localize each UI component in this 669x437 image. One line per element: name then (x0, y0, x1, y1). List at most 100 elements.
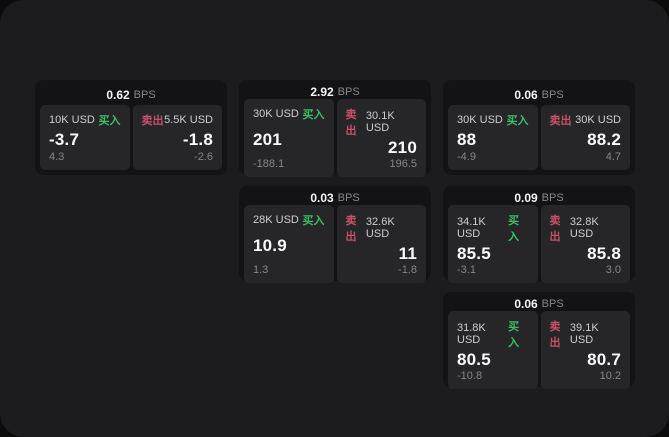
buy-quote-panel[interactable]: 30K USD 买入 88 -4.9 (448, 105, 538, 170)
buy-quote-panel[interactable]: 31.8K USD 买入 80.5 -10.8 (448, 311, 538, 389)
sell-delta: 3.0 (605, 264, 621, 276)
cards-grid: 0.62 BPS 10K USD 买入 -3.7 4.3 卖出 5.5K USD… (35, 80, 635, 389)
buy-panel-top: 31.8K USD 买入 (457, 318, 529, 350)
sell-panel-top: 卖出 5.5K USD (142, 112, 214, 128)
buy-delta: -10.8 (457, 370, 483, 382)
card-body: 30K USD 买入 88 -4.9 卖出 30K USD 88.2 4.7 (448, 105, 630, 170)
sell-price: 11 (398, 244, 417, 263)
sell-panel-top: 卖出 30.1K USD (346, 106, 418, 138)
buy-side-label: 买入 (508, 215, 520, 243)
sell-amount: 30.1K USD (365, 110, 395, 134)
sell-delta: 10.2 (599, 370, 621, 382)
sell-panel-top: 卖出 32.8K USD (550, 212, 622, 244)
buy-price: 10.9 (253, 236, 287, 255)
buy-amount: 28K USD (253, 214, 299, 226)
sell-delta: -2.6 (194, 151, 213, 163)
sell-quote-panel[interactable]: 卖出 30.1K USD 210 196.5 (336, 99, 426, 177)
sell-amount: 30K USD (575, 114, 621, 126)
sell-quote-panel[interactable]: 卖出 32.8K USD 85.8 3.0 (540, 205, 630, 283)
buy-price: 201 (253, 130, 282, 149)
bps-unit-label: BPS (541, 192, 564, 204)
buy-price: 85.5 (457, 244, 491, 263)
bps-unit-label: BPS (337, 86, 360, 98)
sell-quote-panel[interactable]: 卖出 5.5K USD -1.8 -2.6 (132, 105, 222, 170)
bps-value: 0.06 (514, 297, 538, 311)
card-body: 30K USD 买入 201 -188.1 卖出 30.1K USD 210 1… (244, 99, 426, 177)
sell-side-label: 卖出 (345, 215, 357, 243)
sell-price: -1.8 (182, 129, 213, 149)
sell-side-label: 卖出 (549, 215, 561, 243)
quote-card: 0.09 BPS 34.1K USD 买入 85.5 -3.1 卖出 32.8K… (443, 186, 635, 283)
buy-amount: 34.1K USD (457, 216, 486, 240)
sell-side-label: 卖出 (345, 109, 357, 137)
quote-card: 0.03 BPS 28K USD 买入 10.9 1.3 卖出 32.6K US… (239, 186, 431, 283)
sell-delta: -1.8 (398, 264, 417, 276)
buy-amount: 31.8K USD (457, 322, 486, 346)
sell-quote-panel[interactable]: 卖出 30K USD 88.2 4.7 (540, 105, 630, 170)
card-body: 10K USD 买入 -3.7 4.3 卖出 5.5K USD -1.8 -2.… (40, 105, 222, 170)
card-body: 34.1K USD 买入 85.5 -3.1 卖出 32.8K USD 85.8… (448, 205, 630, 283)
sell-amount: 5.5K USD (164, 114, 213, 126)
buy-panel-top: 30K USD 买入 (457, 112, 529, 128)
bps-unit-label: BPS (337, 192, 360, 204)
bps-unit-label: BPS (541, 298, 564, 310)
sell-delta: 4.7 (605, 151, 621, 163)
buy-side-label: 买入 (98, 115, 121, 127)
buy-delta: 1.3 (253, 264, 269, 276)
bps-value: 0.09 (514, 191, 538, 205)
card-header: 2.92 BPS (244, 85, 426, 99)
buy-side-label: 买入 (506, 115, 529, 127)
buy-quote-panel[interactable]: 10K USD 买入 -3.7 4.3 (40, 105, 130, 170)
sell-price: 88.2 (587, 129, 621, 149)
bps-unit-label: BPS (541, 89, 564, 101)
sell-delta: 196.5 (389, 158, 417, 170)
buy-quote-panel[interactable]: 28K USD 买入 10.9 1.3 (244, 205, 334, 283)
card-header: 0.62 BPS (40, 85, 222, 105)
bps-value: 2.92 (310, 85, 334, 99)
card-body: 31.8K USD 买入 80.5 -10.8 卖出 39.1K USD 80.… (448, 311, 630, 389)
buy-quote-panel[interactable]: 34.1K USD 买入 85.5 -3.1 (448, 205, 538, 283)
sell-panel-top: 卖出 30K USD (550, 112, 622, 128)
card-header: 0.06 BPS (448, 85, 630, 105)
buy-delta: 4.3 (49, 151, 65, 163)
buy-panel-top: 10K USD 买入 (49, 112, 121, 128)
buy-amount: 30K USD (253, 108, 299, 120)
sell-side-label: 卖出 (141, 115, 164, 127)
buy-panel-top: 30K USD 买入 (253, 106, 325, 122)
buy-delta: -188.1 (253, 158, 285, 170)
buy-panel-top: 34.1K USD 买入 (457, 212, 529, 244)
card-header: 0.03 BPS (244, 191, 426, 205)
bps-value: 0.06 (514, 88, 538, 102)
card-header: 0.06 BPS (448, 297, 630, 311)
buy-side-label: 买入 (302, 215, 325, 227)
quote-card: 0.06 BPS 31.8K USD 买入 80.5 -10.8 卖出 39.1… (443, 292, 635, 389)
bps-value: 0.62 (106, 88, 130, 102)
buy-side-label: 买入 (302, 109, 325, 121)
card-body: 28K USD 买入 10.9 1.3 卖出 32.6K USD 11 -1.8 (244, 205, 426, 283)
sell-amount: 32.8K USD (569, 216, 599, 240)
quote-card: 0.06 BPS 30K USD 买入 88 -4.9 卖出 30K USD 8… (443, 80, 635, 175)
sell-price: 210 (388, 138, 417, 157)
sell-panel-top: 卖出 32.6K USD (346, 212, 418, 244)
buy-price: -3.7 (49, 129, 80, 149)
quote-card: 2.92 BPS 30K USD 买入 201 -188.1 卖出 30.1K … (239, 80, 431, 177)
sell-price: 80.7 (587, 350, 621, 369)
sell-price: 85.8 (587, 244, 621, 263)
buy-amount: 30K USD (457, 114, 503, 126)
bps-unit-label: BPS (133, 89, 156, 101)
sell-amount: 32.6K USD (365, 216, 395, 240)
sell-quote-panel[interactable]: 卖出 39.1K USD 80.7 10.2 (540, 311, 630, 389)
sell-panel-top: 卖出 39.1K USD (550, 318, 622, 350)
buy-amount: 10K USD (49, 114, 95, 126)
buy-delta: -4.9 (457, 151, 476, 163)
sell-amount: 39.1K USD (569, 322, 599, 346)
buy-delta: -3.1 (457, 264, 476, 276)
buy-side-label: 买入 (508, 321, 520, 349)
sell-quote-panel[interactable]: 卖出 32.6K USD 11 -1.8 (336, 205, 426, 283)
buy-price: 88 (457, 129, 477, 149)
buy-quote-panel[interactable]: 30K USD 买入 201 -188.1 (244, 99, 334, 177)
quote-card: 0.62 BPS 10K USD 买入 -3.7 4.3 卖出 5.5K USD… (35, 80, 227, 175)
buy-price: 80.5 (457, 350, 491, 369)
sell-side-label: 卖出 (549, 321, 561, 349)
